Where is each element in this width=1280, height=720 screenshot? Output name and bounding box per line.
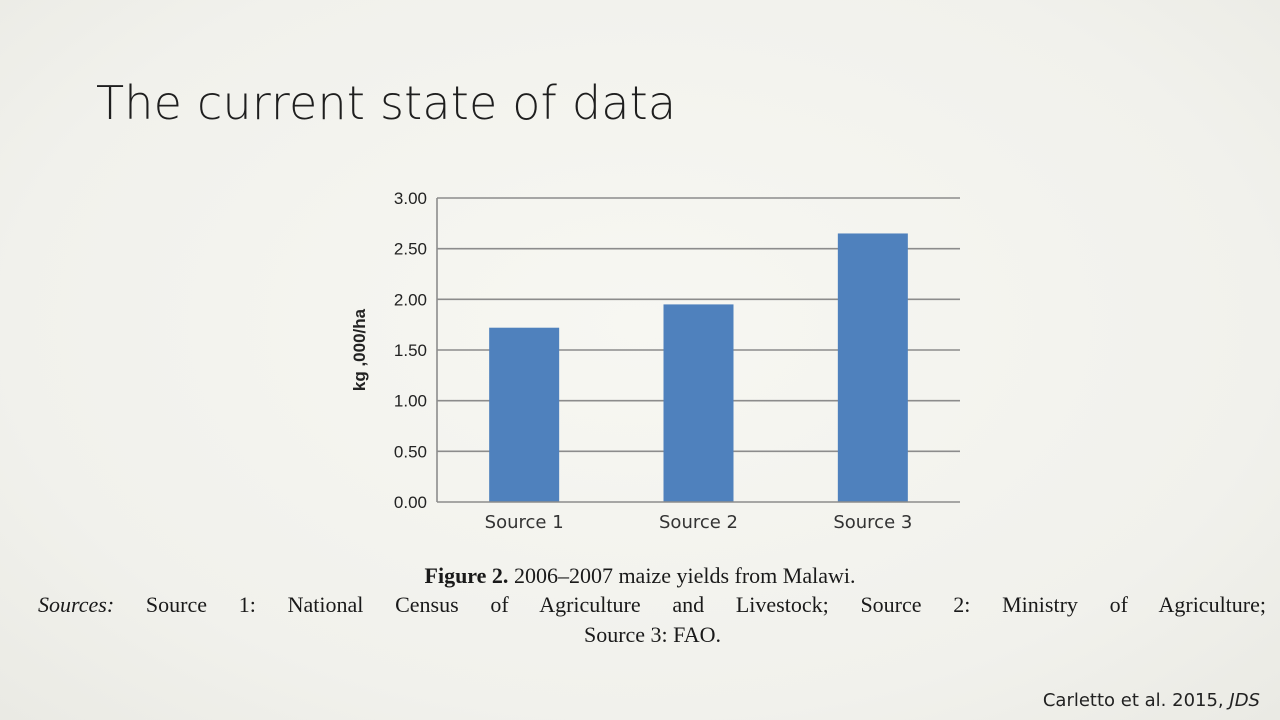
figure-text: 2006–2007 maize yields from Malawi.	[513, 563, 856, 588]
sources-text: Source 1: National Census of Agriculture…	[145, 592, 1266, 617]
figure-caption: Figure 2. 2006–2007 maize yields from Ma…	[0, 563, 1280, 589]
bar	[663, 304, 734, 502]
y-tick-label: 1.00	[394, 392, 427, 411]
figure-label: Figure 2.	[424, 563, 509, 588]
x-tick-labels: Source 1 Source 2 Source 3	[485, 512, 913, 533]
sources-label: Sources:	[38, 592, 115, 617]
y-tick-label: 0.00	[394, 493, 427, 512]
y-tick-label: 2.00	[394, 290, 427, 309]
bar	[489, 327, 560, 502]
bar-chart: 0.000.501.001.502.002.503.00 Source 1 Sou…	[350, 189, 960, 533]
x-tick-label: Source 1	[485, 512, 564, 533]
slide-title: The current state of data	[96, 76, 677, 130]
sources-line-2: Source 3: FAO.	[583, 622, 722, 647]
x-tick-label: Source 2	[659, 512, 738, 533]
citation-journal: JDS	[1229, 690, 1260, 711]
y-axis-label: kg ,000/ha	[350, 308, 369, 391]
y-tick-label: 0.50	[394, 442, 427, 461]
sources-line: Sources: Source 1: National Census of Ag…	[38, 592, 1266, 618]
y-tick-label: 1.50	[394, 341, 427, 360]
y-tick-label: 3.00	[394, 189, 427, 208]
citation: Carletto et al. 2015, JDS	[1043, 690, 1260, 711]
axes	[436, 198, 960, 503]
citation-authors: Carletto et al. 2015,	[1042, 690, 1224, 711]
y-tick-labels: 0.00 0.50 1.00 1.50 2.00 2.50 3.00	[394, 189, 427, 512]
x-tick-label: Source 3	[833, 512, 912, 533]
bars	[489, 233, 908, 502]
bar	[837, 233, 908, 502]
y-tick-label: 2.50	[394, 240, 427, 259]
